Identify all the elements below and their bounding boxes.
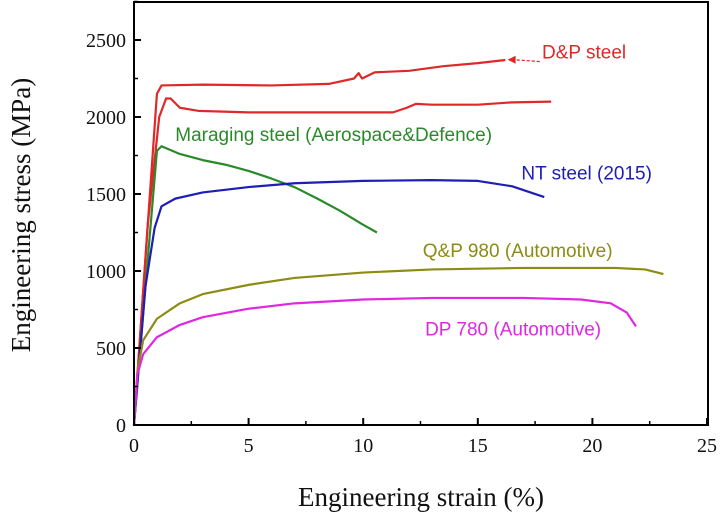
series-annotation: NT steel (2015): [521, 163, 652, 184]
series-line-4: [132, 266, 664, 426]
series-annotation: D&P steel: [542, 42, 626, 63]
annotation-arrow: [513, 59, 540, 63]
x-tick-label: 15: [468, 435, 488, 457]
y-tick-label: 2500: [86, 30, 126, 52]
arrow-head-icon: [507, 55, 516, 64]
series-annotation: Maraging steel (Aerospace&Defence): [175, 125, 492, 146]
x-tick-label: 0: [129, 435, 139, 457]
x-tick-label: 25: [697, 435, 717, 457]
y-axis-label: Engineering stress (MPa): [6, 78, 36, 352]
y-tick-label: 500: [96, 338, 126, 360]
series-annotation: DP 780 (Automotive): [425, 320, 601, 341]
plot-frame: [133, 1, 709, 426]
y-tick-label: 1500: [86, 184, 126, 206]
x-axis-label: Engineering strain (%): [298, 482, 544, 512]
y-tick-label: 1000: [86, 261, 126, 283]
x-tick-label: 20: [582, 435, 602, 457]
series-line-3: [132, 179, 545, 426]
y-tick-label: 2000: [86, 107, 126, 129]
y-tick-label: 0: [116, 415, 126, 437]
series-line-1: [132, 97, 552, 426]
series-annotation: Q&P 980 (Automotive): [423, 241, 613, 262]
x-tick-label: 10: [353, 435, 373, 457]
series-line-0: [132, 58, 506, 426]
series-line-2: [132, 145, 378, 426]
x-tick-label: 5: [244, 435, 254, 457]
series-line-5: [132, 296, 637, 426]
